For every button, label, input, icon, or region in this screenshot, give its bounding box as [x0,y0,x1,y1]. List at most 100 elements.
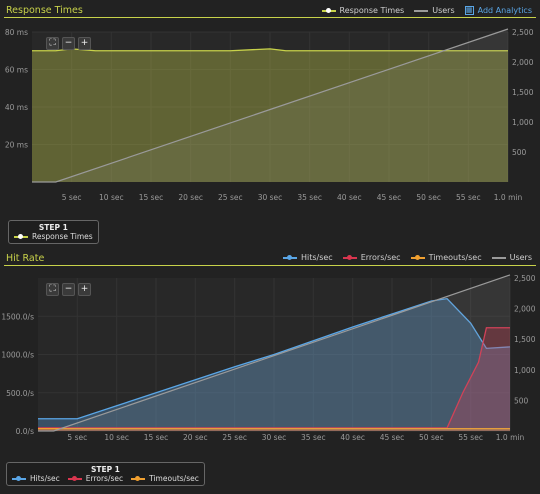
y-right-tick-label: 2,000 [512,58,534,67]
users-area [38,274,510,431]
hr-step-item-errors[interactable]: Errors/sec [67,474,124,483]
hr-zoom-controls: ⛶ − + [46,283,91,296]
rt-panel-title: Response Times [6,5,83,16]
y-right-tick-label: 1,500 [512,88,534,97]
series-line [38,297,511,420]
series-line [32,48,508,52]
rt-step-item-response-times[interactable]: Response Times [14,232,93,241]
y-right-tick-label: 1,500 [514,335,536,344]
y-right-tick-label: 2,500 [514,274,536,283]
users-line [32,28,509,183]
step-label: STEP 1 [38,223,68,232]
x-tick-label: 20 sec [178,193,203,202]
fit-icon[interactable]: ⛶ [46,37,59,50]
rt-legend-label: Response Times [339,6,405,15]
hr-legend-label: Timeouts/sec [428,253,482,262]
rt-legend-label: Users [432,6,455,15]
x-tick-label: 5 sec [67,433,87,442]
y-left-tick-label: 80 ms [5,28,28,37]
hr-legend-item-hits[interactable]: Hits/sec [282,253,333,262]
line-swatch-icon [414,9,429,12]
x-tick-label: 40 sec [340,433,365,442]
x-tick-label: 55 sec [458,433,483,442]
hr-panel-title: Hit Rate [6,253,45,264]
y-right-tick-label: 1,000 [512,118,534,127]
x-tick-label: 1.0 min [496,433,525,442]
x-tick-label: 45 sec [380,433,405,442]
x-tick-label: 25 sec [218,193,243,202]
users-area [32,29,508,182]
hr-legend: Hits/sec Errors/sec Timeouts/sec Users [282,253,532,262]
line-swatch-icon [342,254,357,260]
hr-step-item-label: Timeouts/sec [149,474,199,483]
hr-step-item-label: Errors/sec [85,474,124,483]
x-tick-label: 25 sec [222,433,247,442]
y-right-tick-label: 500 [514,396,529,405]
rt-title-rule [4,17,536,18]
x-tick-label: 40 sec [337,193,362,202]
x-tick-label: 1.0 min [494,193,523,202]
zoom-in-icon[interactable]: + [78,37,91,50]
hr-legend-label: Users [509,253,532,262]
hr-chart: 0.0/s 500.0/s 1000.0/s 1500.0/s 500 1,000 1,50… [1,274,536,442]
users-line [38,274,511,432]
rt-chart: 20 ms 40 ms 60 ms 80 ms 500 1,000 1,500 2,000 2,… [5,28,534,202]
analytics-icon: ▦ [464,6,474,15]
step-label: STEP 1 [90,465,120,474]
zoom-in-icon[interactable]: + [78,283,91,296]
rt-legend: Response Times Users ▦ Add Analytics [321,6,532,15]
x-tick-label: 50 sec [416,193,441,202]
x-tick-label: 55 sec [456,193,481,202]
y-right-tick-label: 2,500 [512,28,534,37]
y-left-tick-label: 500.0/s [6,389,34,398]
x-tick-label: 45 sec [377,193,402,202]
hr-step-item-label: Hits/sec [30,474,60,483]
line-swatch-icon [410,254,425,260]
zoom-out-icon[interactable]: − [62,37,75,50]
rt-legend-item-users[interactable]: Users [414,6,455,15]
x-tick-label: 10 sec [104,433,129,442]
x-tick-label: 10 sec [99,193,124,202]
hr-legend-item-errors[interactable]: Errors/sec [342,253,401,262]
rt-zoom-controls: ⛶ − + [46,37,91,50]
series-area [32,48,508,182]
series-area [38,327,510,431]
hr-step-item-timeouts[interactable]: Timeouts/sec [131,474,199,483]
add-analytics-label: Add Analytics [477,6,532,15]
hr-legend-label: Errors/sec [360,253,401,262]
y-right-tick-label: 500 [512,148,527,157]
line-swatch-icon [14,233,28,239]
hr-legend-item-timeouts[interactable]: Timeouts/sec [410,253,482,262]
rt-step-legend: STEP 1 Response Times [8,220,99,244]
y-right-tick-label: 2,000 [514,305,536,314]
rt-step-item-label: Response Times [32,232,93,241]
y-left-tick-label: 1500.0/s [1,312,34,321]
y-right-tick-label: 1,000 [514,366,536,375]
x-tick-label: 50 sec [419,433,444,442]
x-tick-label: 35 sec [297,193,322,202]
series-area [38,298,510,431]
line-swatch-icon [131,475,146,481]
x-tick-label: 5 sec [62,193,82,202]
hr-legend-label: Hits/sec [300,253,333,262]
line-swatch-icon [282,254,297,260]
y-left-tick-label: 40 ms [5,103,28,112]
rt-legend-item-response-times[interactable]: Response Times [321,6,405,15]
x-tick-label: 30 sec [262,433,287,442]
y-left-tick-label: 0.0/s [16,427,34,436]
line-swatch-icon [491,256,506,259]
x-tick-label: 15 sec [139,193,164,202]
fit-icon[interactable]: ⛶ [46,283,59,296]
x-tick-label: 30 sec [258,193,283,202]
x-tick-label: 15 sec [144,433,169,442]
line-swatch-icon [12,475,26,481]
hr-legend-item-users[interactable]: Users [491,253,532,262]
y-left-tick-label: 20 ms [5,141,28,150]
series-line [38,327,510,429]
zoom-out-icon[interactable]: − [62,283,75,296]
hr-step-item-hits[interactable]: Hits/sec [12,474,60,483]
add-analytics-link[interactable]: ▦ Add Analytics [464,6,532,15]
x-tick-label: 35 sec [301,433,326,442]
line-swatch-icon [67,475,82,481]
hr-step-legend: STEP 1 Hits/sec Errors/sec Timeouts/sec [6,462,205,486]
